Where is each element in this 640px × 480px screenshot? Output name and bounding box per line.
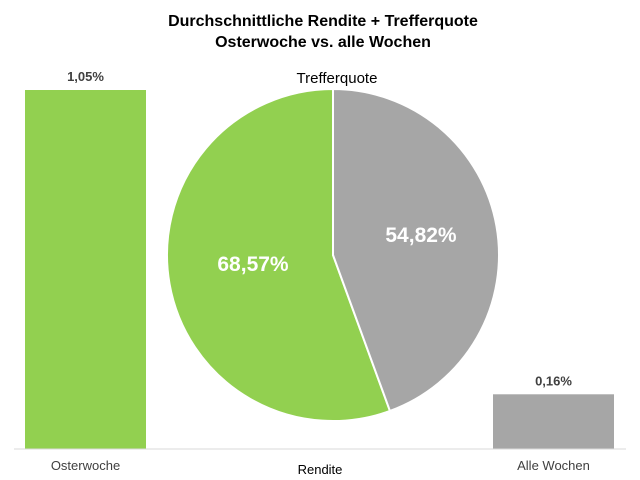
bar-value-label: 1,05% (67, 69, 104, 84)
bar-value-label: 0,16% (535, 373, 572, 388)
chart-title-line2: Osterwoche vs. alle Wochen (215, 34, 431, 51)
bar-category-label: Osterwoche (51, 458, 120, 473)
bar-alle-wochen (493, 394, 614, 449)
trefferquote-pie-chart: 68,57% 54,82% (166, 88, 500, 422)
pie-slice-label: 54,82% (385, 224, 457, 247)
rendite-bar-chart: 1,05% Osterwoche 0,16% Alle Wochen (25, 69, 614, 473)
bar-category-label: Alle Wochen (517, 458, 590, 473)
pie-title: Trefferquote (297, 70, 378, 87)
pie-slice-alle-wochen (332, 88, 500, 412)
pie-slice-label: 68,57% (217, 253, 289, 276)
bar-osterwoche (25, 90, 146, 449)
x-axis-title: Rendite (298, 462, 343, 477)
chart-title-line1: Durchschnittliche Rendite + Trefferquote (168, 13, 478, 30)
pie-slice-osterwoche (166, 88, 391, 422)
